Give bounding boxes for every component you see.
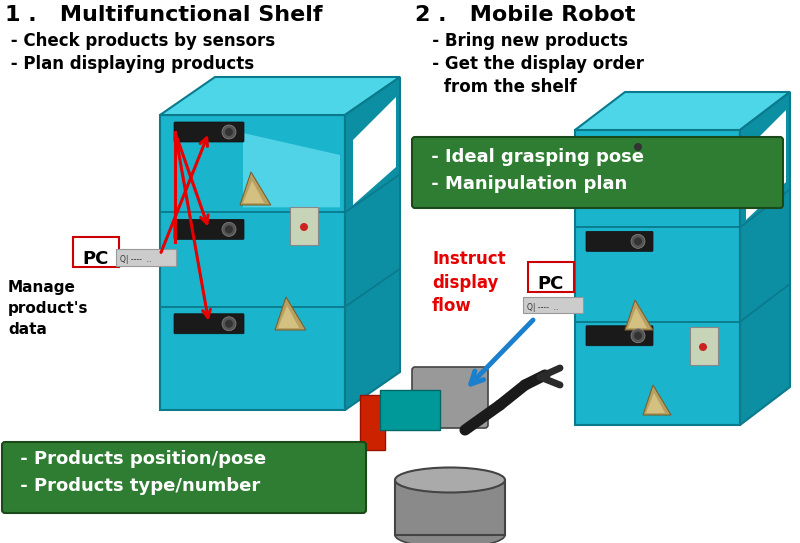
Circle shape bbox=[634, 143, 642, 151]
Circle shape bbox=[699, 343, 707, 351]
FancyBboxPatch shape bbox=[586, 231, 653, 251]
FancyBboxPatch shape bbox=[2, 442, 366, 513]
Text: - Products position/pose
 - Products type/number: - Products position/pose - Products type… bbox=[14, 450, 266, 495]
Polygon shape bbox=[160, 115, 345, 410]
Circle shape bbox=[631, 140, 645, 154]
Text: 1 .   Multifunctional Shelf: 1 . Multifunctional Shelf bbox=[5, 5, 322, 25]
Polygon shape bbox=[628, 308, 647, 328]
Circle shape bbox=[631, 235, 645, 248]
Polygon shape bbox=[575, 130, 740, 425]
FancyBboxPatch shape bbox=[412, 137, 783, 208]
FancyBboxPatch shape bbox=[174, 314, 244, 334]
FancyBboxPatch shape bbox=[116, 249, 176, 266]
Polygon shape bbox=[243, 133, 340, 207]
FancyBboxPatch shape bbox=[73, 237, 119, 267]
Polygon shape bbox=[380, 390, 440, 430]
FancyBboxPatch shape bbox=[586, 326, 653, 346]
Polygon shape bbox=[160, 77, 400, 115]
FancyBboxPatch shape bbox=[523, 297, 583, 313]
Circle shape bbox=[634, 237, 642, 245]
Text: PC: PC bbox=[82, 250, 108, 268]
Text: Q| ----  ..: Q| ---- .. bbox=[527, 303, 558, 312]
FancyBboxPatch shape bbox=[528, 262, 574, 292]
Circle shape bbox=[225, 225, 233, 233]
FancyBboxPatch shape bbox=[174, 219, 244, 239]
Polygon shape bbox=[746, 110, 786, 220]
FancyBboxPatch shape bbox=[586, 137, 653, 157]
FancyBboxPatch shape bbox=[690, 327, 718, 365]
Text: Manage
product's
data: Manage product's data bbox=[8, 280, 89, 337]
FancyBboxPatch shape bbox=[174, 122, 244, 142]
Polygon shape bbox=[243, 181, 264, 203]
Polygon shape bbox=[643, 385, 671, 415]
Ellipse shape bbox=[395, 468, 505, 493]
Circle shape bbox=[222, 125, 236, 139]
Polygon shape bbox=[360, 395, 385, 450]
Circle shape bbox=[631, 329, 645, 343]
Text: from the shelf: from the shelf bbox=[415, 78, 577, 96]
Circle shape bbox=[300, 223, 308, 231]
Text: PC: PC bbox=[537, 275, 563, 293]
Text: - Ideal grasping pose
 - Manipulation plan: - Ideal grasping pose - Manipulation pla… bbox=[425, 148, 644, 193]
Circle shape bbox=[225, 320, 233, 328]
Text: 2 .   Mobile Robot: 2 . Mobile Robot bbox=[415, 5, 635, 25]
Text: - Check products by sensors: - Check products by sensors bbox=[5, 32, 275, 50]
Circle shape bbox=[222, 317, 236, 331]
FancyBboxPatch shape bbox=[412, 367, 488, 428]
Polygon shape bbox=[278, 306, 299, 328]
Polygon shape bbox=[275, 297, 306, 330]
Text: - Bring new products: - Bring new products bbox=[415, 32, 628, 50]
Polygon shape bbox=[240, 172, 271, 205]
Ellipse shape bbox=[395, 522, 505, 543]
Text: - Get the display order: - Get the display order bbox=[415, 55, 644, 73]
Polygon shape bbox=[345, 77, 400, 410]
Text: Instruct
display
flow: Instruct display flow bbox=[432, 250, 506, 315]
Circle shape bbox=[634, 332, 642, 340]
Text: Q| ----  ..: Q| ---- .. bbox=[120, 255, 151, 264]
Polygon shape bbox=[646, 393, 665, 413]
Circle shape bbox=[225, 128, 233, 136]
Polygon shape bbox=[740, 92, 790, 425]
Circle shape bbox=[222, 222, 236, 236]
Polygon shape bbox=[353, 97, 396, 205]
Text: - Plan displaying products: - Plan displaying products bbox=[5, 55, 254, 73]
Polygon shape bbox=[575, 92, 790, 130]
FancyBboxPatch shape bbox=[290, 207, 318, 245]
Polygon shape bbox=[625, 300, 653, 330]
FancyBboxPatch shape bbox=[395, 480, 505, 535]
